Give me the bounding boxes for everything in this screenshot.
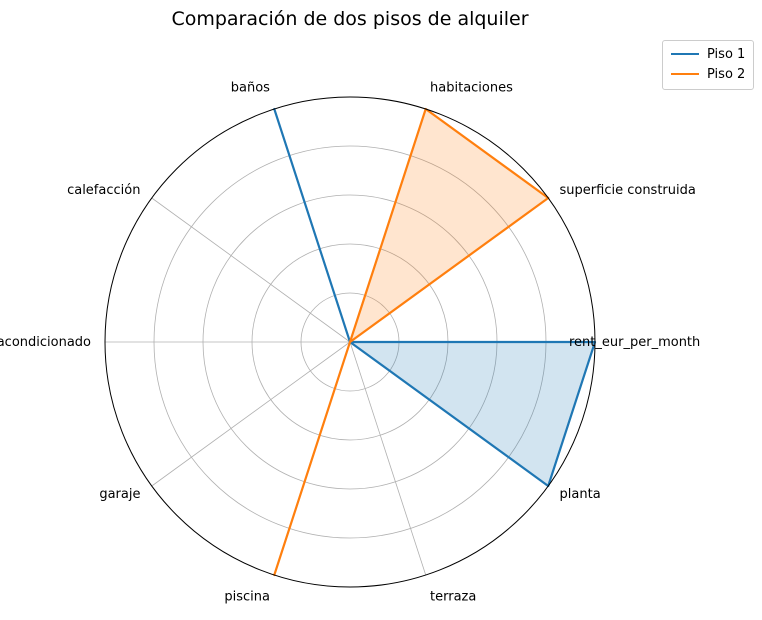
legend-swatch-piso-1 xyxy=(671,53,699,55)
grid-spoke-8 xyxy=(349,341,427,576)
chart-title: Comparación de dos pisos de alquiler xyxy=(171,8,529,30)
grid-spoke-6 xyxy=(151,341,351,487)
category-label-3: baños xyxy=(231,81,270,96)
category-label-9: planta xyxy=(560,487,601,502)
category-label-5: aire acondicionado xyxy=(0,335,91,350)
grid-spoke-4 xyxy=(151,197,351,343)
category-label-7: piscina xyxy=(224,589,270,604)
category-label-0: rent_eur_per_month xyxy=(569,335,700,350)
legend-label-piso-2: Piso 2 xyxy=(707,66,746,82)
category-label-4: calefacción xyxy=(67,183,140,198)
series-fill-1 xyxy=(274,108,595,487)
polar-frame xyxy=(104,96,596,588)
series-fill-2 xyxy=(274,108,549,576)
category-label-2: habitaciones xyxy=(430,81,513,96)
legend-label-piso-1: Piso 1 xyxy=(707,46,746,62)
legend-entry-piso-2: Piso 2 xyxy=(671,65,745,83)
series-line-2 xyxy=(273,107,550,577)
category-label-6: garaje xyxy=(99,487,140,502)
category-label-1: superficie construida xyxy=(560,183,696,198)
legend-swatch-piso-2 xyxy=(671,73,699,75)
category-label-8: terraza xyxy=(430,589,476,604)
series-line-1 xyxy=(273,107,597,488)
legend: Piso 1 Piso 2 xyxy=(662,40,754,90)
legend-entry-piso-1: Piso 1 xyxy=(671,45,745,63)
